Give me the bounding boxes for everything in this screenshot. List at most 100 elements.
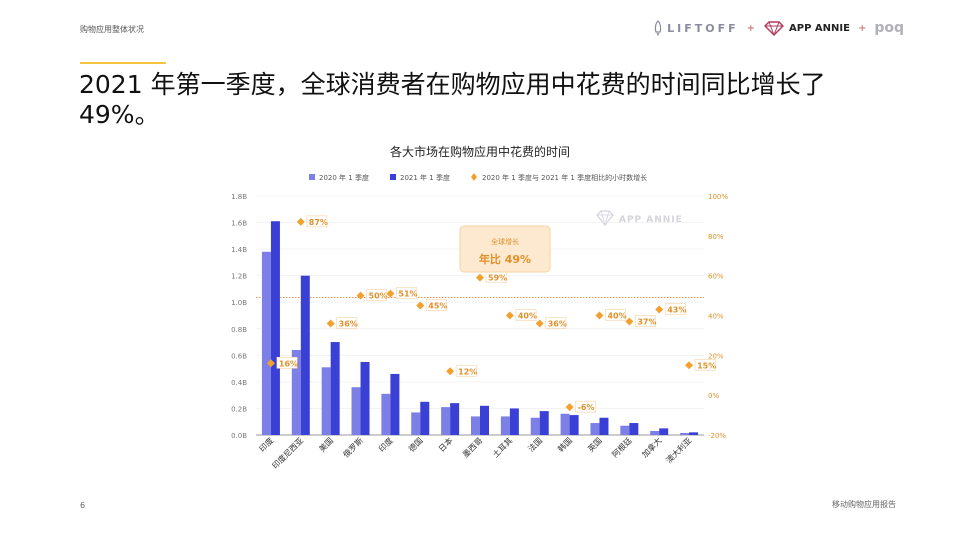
bar-2020 [650, 431, 660, 435]
x-category-label: 美国 [317, 435, 335, 453]
growth-label-box [366, 289, 388, 301]
growth-label-box [664, 303, 686, 315]
bar-2021 [659, 428, 669, 435]
bar-2021 [420, 401, 430, 435]
bar-2021 [390, 373, 400, 435]
x-category-label: 俄罗斯 [341, 435, 365, 459]
growth-marker [476, 273, 484, 282]
growth-marker [446, 367, 455, 376]
growth-marker [595, 311, 604, 320]
bar-2021 [689, 432, 699, 435]
y-right-tick-label: 80% [708, 233, 724, 241]
growth-label-box [276, 356, 298, 369]
growth-label-box [455, 364, 477, 377]
growth-label: 59% [488, 274, 507, 283]
growth-marker [356, 291, 365, 300]
x-category-label: 印度 [257, 435, 275, 453]
bar-2021 [599, 417, 609, 435]
rocket-icon [654, 20, 662, 36]
bar-2020 [321, 367, 331, 435]
x-category-label: 德国 [406, 435, 424, 453]
bar-2020 [471, 416, 480, 435]
growth-marker [625, 317, 634, 326]
chart-legend: 2020 年 1 季度 2021 年 1 季度 2020 年 1 季度与 202… [309, 173, 647, 182]
appannie-wordmark: APP ANNIE [789, 22, 850, 34]
appannie-diamond-icon [764, 21, 785, 36]
bar-2020 [680, 433, 690, 435]
bar-2021 [539, 411, 549, 435]
bar-2020 [411, 412, 421, 435]
bar-2021 [509, 408, 519, 435]
x-category-label: 印度尼西亚 [270, 435, 305, 470]
plus-separator: + [746, 22, 756, 34]
bar-2020 [620, 425, 630, 435]
liftoff-logo: LIFTOFF [653, 20, 739, 36]
bar-2020 [441, 407, 451, 435]
watermark-text: APP ANNIE [619, 215, 683, 225]
growth-marker [685, 361, 694, 370]
title-accent-line [80, 62, 166, 64]
growth-label-box [336, 317, 358, 329]
poq-logo: poq [874, 20, 904, 36]
growth-label: 36% [339, 319, 358, 328]
page-number: 6 [80, 501, 86, 510]
x-category-label: 阿根廷 [610, 435, 634, 459]
bar-2020 [560, 413, 570, 435]
growth-label-box [425, 299, 447, 311]
growth-label-box [635, 315, 656, 327]
appannie-watermark: APP ANNIE [596, 210, 683, 226]
page-title: 2021 年第一季度，全球消费者在购物应用中花费的时间同比增长了 49%。 [79, 70, 826, 129]
y-left-tick-label: 1.8B [231, 193, 247, 201]
y-left-tick-label: 0.6B [231, 352, 247, 360]
bar-2020 [291, 350, 301, 435]
y-left-tick-label: 0.2B [231, 405, 247, 413]
x-category-label: 韩国 [556, 435, 574, 453]
growth-marker [416, 301, 425, 310]
y-left-tick-label: 1.2B [231, 273, 247, 281]
x-category-label: 加拿大 [640, 435, 664, 459]
growth-label-box [396, 287, 417, 299]
callout-value: 年比 49% [479, 252, 531, 266]
plus-separator-2: + [857, 22, 867, 34]
growth-marker [326, 319, 335, 328]
x-category-label: 英国 [585, 435, 603, 453]
growth-marker [266, 359, 275, 368]
growth-label: 40% [518, 312, 537, 321]
bar-2020 [381, 393, 391, 435]
bar-2021 [569, 415, 579, 435]
legend-label-growth: 2020 年 1 季度与 2021 年 1 季度相比的小时数增长 [482, 173, 647, 182]
y-left-tick-label: 0.4B [231, 379, 247, 387]
x-category-label: 法国 [526, 435, 544, 453]
global-growth-callout: 全球增长 年比 49% [459, 225, 551, 273]
legend-swatch-2020 [309, 174, 315, 180]
legend-label-2020: 2020 年 1 季度 [319, 173, 369, 182]
growth-marker [296, 217, 305, 226]
growth-label-box [694, 358, 716, 371]
y-right-tick-label: -20% [708, 432, 726, 440]
y-right-tick-label: 0% [708, 392, 719, 400]
x-category-label: 墨西哥 [461, 436, 484, 459]
growth-label: 50% [369, 292, 388, 301]
growth-marker [655, 305, 664, 314]
bar-2021 [270, 221, 280, 435]
legend-swatch-growth [471, 173, 477, 181]
liftoff-wordmark: LIFTOFF [667, 21, 739, 35]
y-axis-right: -20% 0% 20% 40% 60% 80% 100% [708, 193, 728, 440]
growth-label: 16% [279, 359, 298, 368]
y-left-tick-label: 1.4B [231, 246, 247, 254]
partner-logos: LIFTOFF + APP ANNIE + poq [653, 16, 904, 40]
growth-marker [535, 319, 544, 328]
callout-label: 全球增长 [491, 237, 519, 246]
bar-2020 [500, 416, 510, 435]
growth-label: 12% [458, 367, 477, 376]
growth-label: 51% [398, 290, 417, 299]
growth-label: 15% [697, 361, 716, 370]
y-axis-left: 0.0B 0.2B 0.4B 0.6B 0.8B 1.0B 1.2B 1.4B 1.6B 1.8B [231, 193, 247, 440]
callout-box [459, 225, 551, 273]
x-category-label: 日本 [436, 435, 454, 453]
bar-2020 [351, 387, 361, 435]
growth-label: 37% [637, 317, 656, 326]
growth-marker [565, 403, 574, 412]
